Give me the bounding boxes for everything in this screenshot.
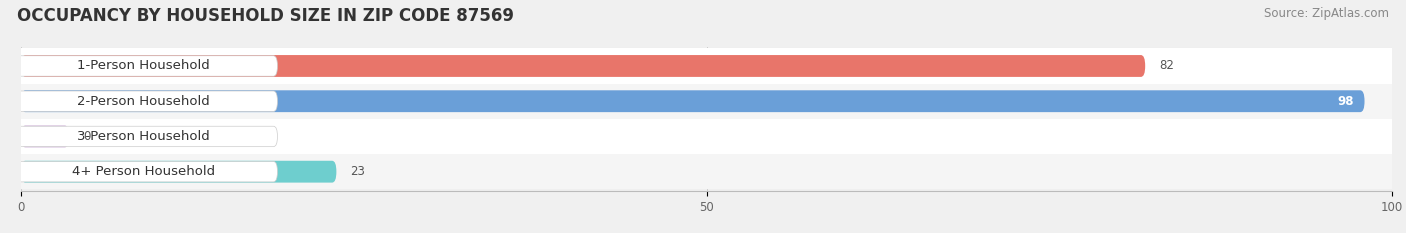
FancyBboxPatch shape — [10, 126, 277, 147]
FancyBboxPatch shape — [21, 48, 1392, 84]
Text: 1-Person Household: 1-Person Household — [77, 59, 209, 72]
FancyBboxPatch shape — [21, 55, 1144, 77]
Text: OCCUPANCY BY HOUSEHOLD SIZE IN ZIP CODE 87569: OCCUPANCY BY HOUSEHOLD SIZE IN ZIP CODE … — [17, 7, 513, 25]
Text: 23: 23 — [350, 165, 366, 178]
FancyBboxPatch shape — [21, 84, 1392, 119]
FancyBboxPatch shape — [21, 154, 1392, 189]
Text: 2-Person Household: 2-Person Household — [77, 95, 209, 108]
Text: Source: ZipAtlas.com: Source: ZipAtlas.com — [1264, 7, 1389, 20]
FancyBboxPatch shape — [10, 161, 277, 182]
Text: 4+ Person Household: 4+ Person Household — [72, 165, 215, 178]
Text: 0: 0 — [83, 130, 90, 143]
FancyBboxPatch shape — [21, 161, 336, 183]
FancyBboxPatch shape — [10, 56, 277, 76]
Text: 82: 82 — [1159, 59, 1174, 72]
Text: 3-Person Household: 3-Person Household — [77, 130, 209, 143]
FancyBboxPatch shape — [10, 91, 277, 111]
FancyBboxPatch shape — [21, 119, 1392, 154]
FancyBboxPatch shape — [21, 90, 1364, 112]
Text: 98: 98 — [1337, 95, 1354, 108]
FancyBboxPatch shape — [21, 126, 69, 147]
